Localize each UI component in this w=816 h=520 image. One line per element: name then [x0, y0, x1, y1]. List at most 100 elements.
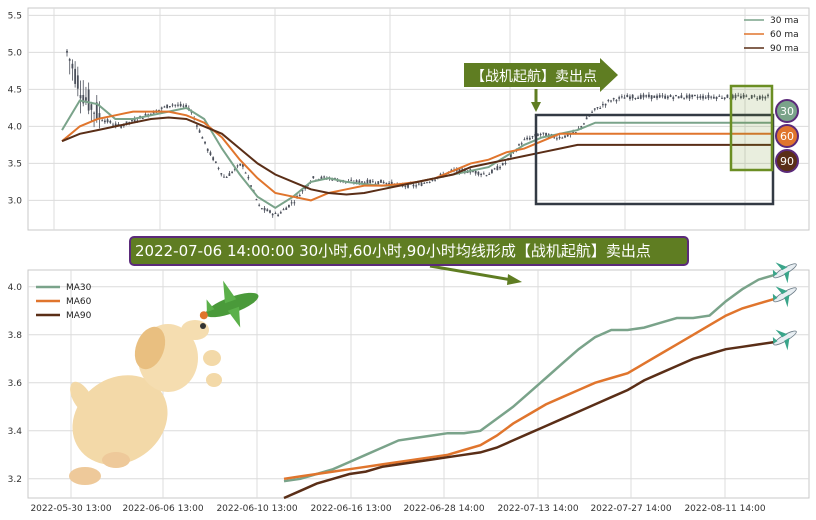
- candle-body: [101, 120, 104, 122]
- candle-body: [439, 173, 442, 175]
- top-y-tick-label: 3.0: [8, 196, 23, 206]
- candle-body: [431, 180, 434, 182]
- candle-body: [493, 168, 496, 170]
- bottom-legend-label-ma90: MA90: [66, 311, 92, 321]
- candle-body: [583, 123, 585, 125]
- candle-body: [266, 209, 269, 212]
- bottom-series-line-MA30: [283, 273, 776, 483]
- candle-body: [480, 173, 483, 175]
- candle-body: [683, 97, 685, 99]
- candle-body: [677, 96, 680, 99]
- top-y-tick-label: 5.0: [8, 48, 23, 58]
- candle-body: [591, 111, 593, 113]
- candle-body: [179, 103, 182, 107]
- candle-body: [528, 137, 531, 140]
- candle-body: [734, 94, 737, 99]
- candle-body: [209, 152, 212, 155]
- candle-body: [66, 50, 68, 53]
- candle-body: [753, 95, 756, 97]
- candle-body: [672, 97, 675, 99]
- candle-body: [293, 202, 296, 204]
- candle-body: [288, 204, 290, 208]
- airplane-icon: [772, 286, 797, 308]
- candle-body: [555, 138, 558, 140]
- airplane-icon: [772, 329, 797, 351]
- candle-body: [361, 181, 363, 183]
- signal-arrow-shape: [464, 58, 618, 92]
- candle-body: [756, 98, 759, 100]
- candle-body: [82, 94, 85, 104]
- candle-body: [158, 109, 160, 111]
- candle-body: [87, 89, 90, 111]
- candle-body: [637, 97, 639, 99]
- candle-body: [653, 95, 656, 98]
- candle-body: [166, 104, 169, 109]
- candle-body: [580, 126, 583, 128]
- candle-body: [428, 181, 431, 183]
- top-ma-lines: [61, 99, 773, 209]
- candle-body: [182, 105, 185, 107]
- candle-body: [496, 166, 499, 171]
- candle-body: [767, 94, 769, 97]
- candle-body: [106, 119, 109, 123]
- bottom-x-tick-label: 2022-07-27 14:00: [590, 504, 671, 514]
- candle-body: [380, 179, 382, 183]
- candle-body: [358, 180, 361, 184]
- candle-body: [233, 168, 236, 170]
- candle-body: [163, 106, 166, 108]
- signal-pointer-head: [531, 102, 541, 112]
- candle-body: [742, 94, 745, 98]
- candle-body: [745, 95, 748, 97]
- bottom-y-tick-label: 3.6: [8, 379, 23, 389]
- candle-body: [301, 190, 304, 192]
- candle-body: [220, 173, 223, 175]
- candle-body: [185, 104, 187, 107]
- candle-body: [239, 163, 242, 166]
- airplane-icon: [772, 262, 797, 284]
- candle-body: [645, 95, 648, 97]
- candle-body: [420, 182, 423, 186]
- candle-body: [526, 137, 529, 140]
- candle-body: [629, 96, 631, 99]
- candle-body: [661, 95, 664, 97]
- top-y-tick-label: 4.0: [8, 122, 23, 132]
- candle-body: [112, 124, 114, 126]
- candle-body: [282, 209, 285, 211]
- candle-body: [377, 181, 380, 185]
- bottom-x-tick-label: 2022-06-16 13:00: [310, 504, 391, 514]
- banner-pointer-head: [507, 274, 522, 285]
- bottom-legend-label-ma30: MA30: [66, 283, 92, 293]
- candle-body: [758, 96, 761, 100]
- candle-body: [604, 103, 607, 106]
- candle-body: [350, 179, 353, 181]
- candle-body: [699, 96, 702, 98]
- bottom-legend: MA30 MA60 MA90: [36, 283, 92, 321]
- candle-body: [472, 171, 474, 173]
- candle-body: [141, 118, 144, 120]
- candle-body: [117, 124, 120, 126]
- candle-body: [90, 104, 93, 110]
- candle-body: [109, 120, 112, 123]
- candle-body: [731, 95, 734, 99]
- candle-body: [320, 176, 323, 180]
- candle-body: [545, 132, 547, 137]
- bottom-x-tick-label: 2022-06-10 13:00: [216, 504, 297, 514]
- candle-body: [466, 172, 469, 174]
- candle-body: [250, 185, 252, 187]
- candle-body: [382, 181, 385, 184]
- candle-body: [477, 171, 480, 175]
- candle-body: [596, 107, 599, 109]
- candle-body: [631, 94, 634, 99]
- candle-body: [601, 104, 604, 106]
- candle-body: [607, 100, 610, 102]
- top-y-ticks: 3.0 3.5 4.0 4.5 5.0 5.5: [8, 11, 23, 206]
- bottom-y-ticks: 3.2 3.4 3.6 3.8 4.0: [8, 283, 23, 485]
- bottom-y-tick-label: 3.2: [8, 475, 22, 485]
- candle-body: [718, 95, 721, 97]
- candle-body: [271, 213, 274, 216]
- candle-body: [201, 137, 204, 139]
- candle-body: [737, 95, 740, 97]
- top-legend-label-60: 60 ma: [770, 30, 799, 40]
- top-legend-label-30: 30 ma: [770, 16, 799, 26]
- candle-body: [93, 112, 95, 114]
